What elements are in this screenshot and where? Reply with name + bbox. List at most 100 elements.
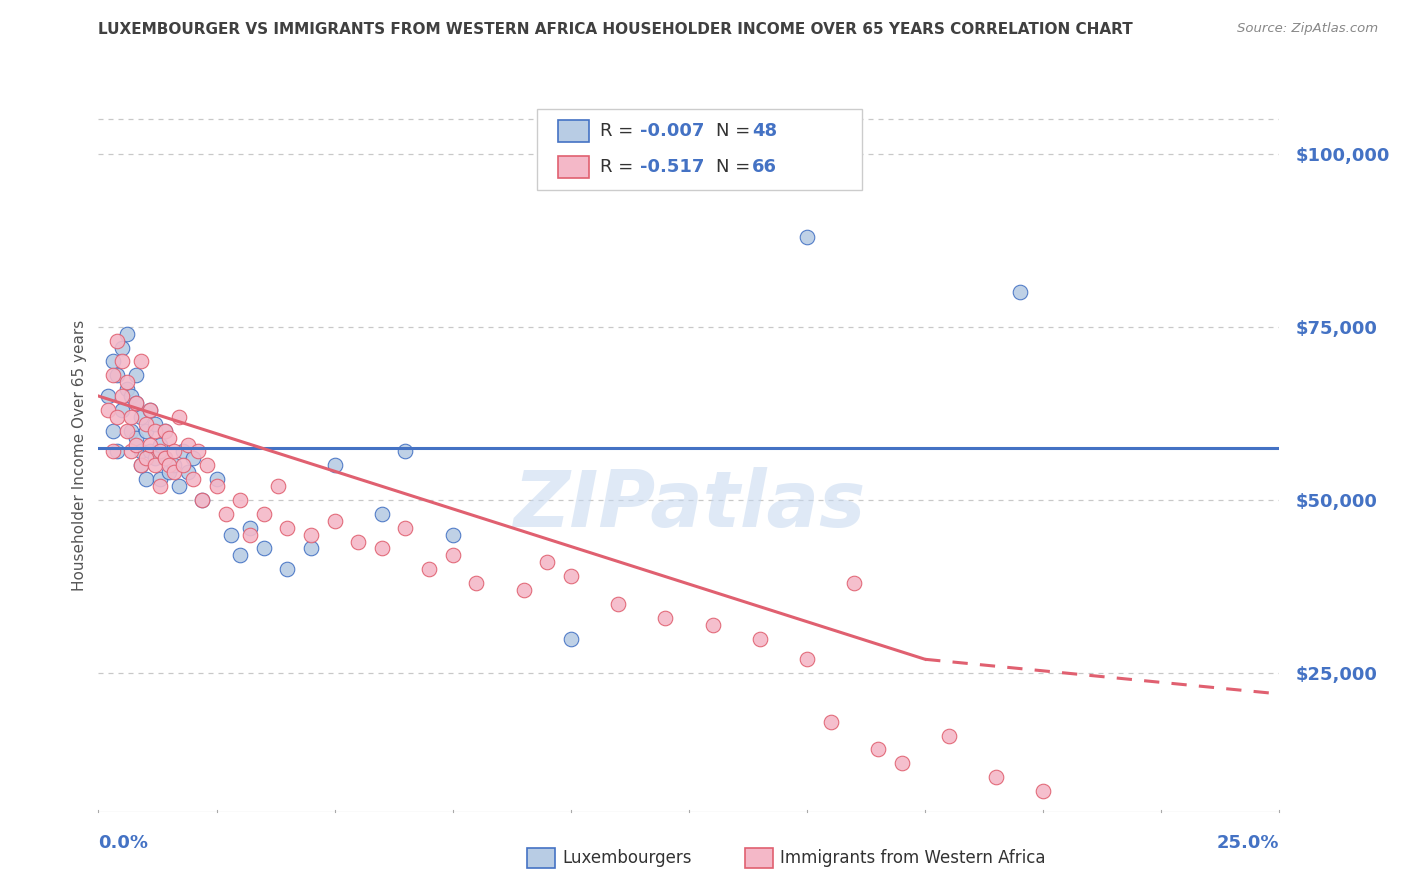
Point <box>135 472 157 486</box>
Text: LUXEMBOURGER VS IMMIGRANTS FROM WESTERN AFRICA HOUSEHOLDER INCOME OVER 65 YEARS : LUXEMBOURGER VS IMMIGRANTS FROM WESTERN … <box>98 22 1133 37</box>
Text: Source: ZipAtlas.com: Source: ZipAtlas.com <box>1237 22 1378 36</box>
Point <box>115 326 138 341</box>
Point <box>371 541 394 556</box>
Text: ZIPatlas: ZIPatlas <box>513 467 865 543</box>
Text: R =: R = <box>600 158 640 176</box>
Point <box>177 437 200 451</box>
Point <box>229 492 252 507</box>
Point <box>205 479 228 493</box>
Point <box>149 444 172 458</box>
Point <box>299 527 322 541</box>
Point <box>938 729 960 743</box>
Point <box>149 437 172 451</box>
Point <box>121 389 143 403</box>
Point <box>253 541 276 556</box>
Point <box>129 409 152 424</box>
Point <box>465 576 488 591</box>
Point <box>276 521 298 535</box>
Point <box>157 458 180 473</box>
Point <box>143 458 166 473</box>
Point <box>115 375 138 389</box>
Point <box>125 368 148 383</box>
Point <box>323 458 346 473</box>
Point <box>139 403 162 417</box>
Point <box>139 403 162 417</box>
Point <box>121 409 143 424</box>
Point <box>172 444 194 458</box>
Point <box>394 521 416 535</box>
Text: N =: N = <box>716 158 755 176</box>
Point <box>181 472 204 486</box>
Point <box>607 597 630 611</box>
Point <box>105 409 128 424</box>
Point <box>135 451 157 466</box>
Point <box>129 458 152 473</box>
Point <box>299 541 322 556</box>
Point <box>121 424 143 438</box>
Point <box>560 569 582 583</box>
Point <box>167 479 190 493</box>
Point <box>276 562 298 576</box>
Point <box>219 527 242 541</box>
Point <box>394 444 416 458</box>
Point <box>441 527 464 541</box>
Point <box>105 444 128 458</box>
Point <box>101 368 124 383</box>
Point <box>143 417 166 431</box>
Point <box>115 382 138 396</box>
Point <box>111 354 134 368</box>
Text: Immigrants from Western Africa: Immigrants from Western Africa <box>780 849 1046 867</box>
Text: R =: R = <box>600 122 640 140</box>
Point <box>560 632 582 646</box>
Point <box>512 582 534 597</box>
Point <box>97 389 120 403</box>
Point <box>125 437 148 451</box>
Point <box>129 458 152 473</box>
Point <box>820 714 842 729</box>
Text: -0.007: -0.007 <box>640 122 704 140</box>
Text: 0.0%: 0.0% <box>98 834 149 852</box>
Text: -0.517: -0.517 <box>640 158 704 176</box>
Point <box>172 458 194 473</box>
Point <box>143 451 166 466</box>
Point <box>111 341 134 355</box>
Point <box>105 368 128 383</box>
Point <box>844 576 866 591</box>
Point <box>105 334 128 348</box>
Point <box>323 514 346 528</box>
Point <box>101 354 124 368</box>
Point <box>239 521 262 535</box>
Point <box>149 479 172 493</box>
Point <box>177 465 200 479</box>
Y-axis label: Householder Income Over 65 years: Householder Income Over 65 years <box>72 319 87 591</box>
Point <box>125 396 148 410</box>
Point <box>371 507 394 521</box>
Text: 25.0%: 25.0% <box>1218 834 1279 852</box>
Point <box>163 458 186 473</box>
Point <box>239 527 262 541</box>
Point <box>125 396 148 410</box>
Point <box>195 458 218 473</box>
Point <box>153 451 176 466</box>
Point <box>1032 784 1054 798</box>
Point <box>111 403 134 417</box>
Point <box>748 632 770 646</box>
Text: 66: 66 <box>752 158 778 176</box>
Point <box>139 437 162 451</box>
Point <box>143 424 166 438</box>
Point <box>229 549 252 563</box>
Point <box>97 403 120 417</box>
Point <box>191 492 214 507</box>
Point <box>129 444 152 458</box>
Point <box>163 465 186 479</box>
Text: N =: N = <box>716 122 755 140</box>
Point <box>149 472 172 486</box>
Point <box>205 472 228 486</box>
Point <box>347 534 370 549</box>
Point <box>153 424 176 438</box>
Point <box>135 417 157 431</box>
Point <box>536 555 558 569</box>
Point <box>157 465 180 479</box>
Point <box>153 424 176 438</box>
Point <box>654 611 676 625</box>
